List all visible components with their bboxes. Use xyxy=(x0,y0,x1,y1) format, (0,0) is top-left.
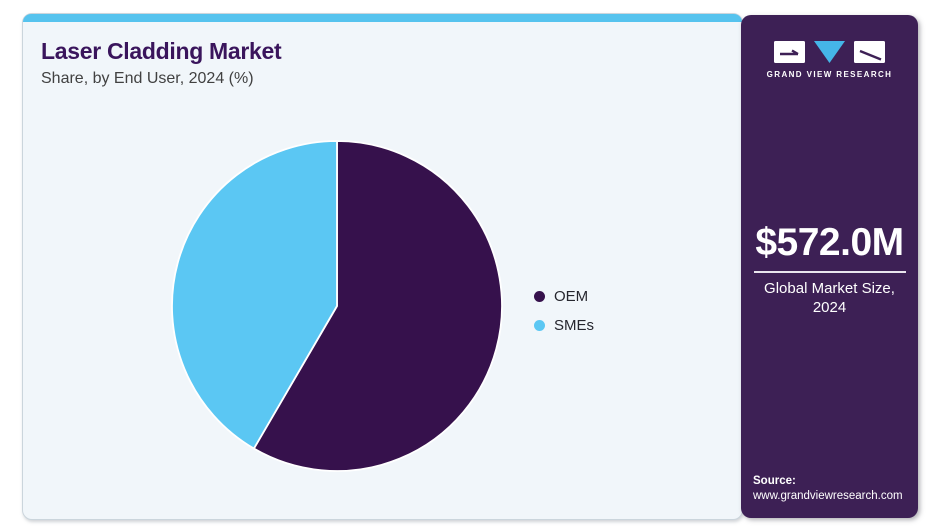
market-size-stat: $572.0M Global Market Size, 2024 xyxy=(741,221,918,318)
source-block: Source: www.grandviewresearch.com xyxy=(753,474,903,505)
legend-label-oem: OEM xyxy=(554,288,589,305)
brand-sidebar: GRAND VIEW RESEARCH $572.0M Global Marke… xyxy=(741,15,918,518)
gvr-logo-g-block-icon xyxy=(774,41,805,63)
chart-card: Laser Cladding Market Share, by End User… xyxy=(22,13,743,520)
page-title: Laser Cladding Market xyxy=(41,38,282,64)
legend: OEM SMEs xyxy=(534,288,594,334)
gvr-logo: GRAND VIEW RESEARCH xyxy=(741,41,918,79)
card-top-accent-bar xyxy=(23,14,742,22)
legend-swatch-oem-icon xyxy=(534,291,545,302)
stat-divider xyxy=(753,271,906,273)
market-size-label: Global Market Size, 2024 xyxy=(764,280,895,316)
brand-name: GRAND VIEW RESEARCH xyxy=(766,70,893,79)
legend-item-oem: OEM xyxy=(534,288,594,305)
source-url: www.grandviewresearch.com xyxy=(753,490,903,503)
gvr-logo-r-block-icon xyxy=(854,41,885,63)
market-size-value: $572.0M xyxy=(755,221,904,264)
gvr-logo-marks xyxy=(741,41,918,63)
legend-item-smes: SMEs xyxy=(534,317,594,334)
gvr-logo-v-triangle-icon xyxy=(814,41,845,63)
source-label: Source: xyxy=(753,474,796,487)
pie-slice-smes xyxy=(171,140,338,450)
legend-swatch-smes-icon xyxy=(534,320,545,331)
page-subtitle: Share, by End User, 2024 (%) xyxy=(41,70,254,87)
legend-label-smes: SMEs xyxy=(554,317,595,334)
pie-slice-oem xyxy=(253,140,503,472)
pie-chart xyxy=(171,140,503,472)
